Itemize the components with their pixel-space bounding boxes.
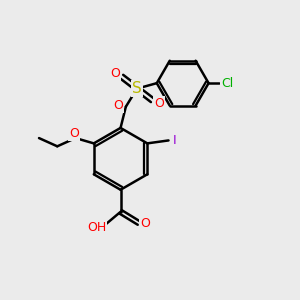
Text: S: S [132, 81, 142, 96]
Text: O: O [110, 67, 120, 80]
Text: I: I [173, 134, 177, 147]
Text: O: O [69, 127, 79, 140]
Text: Cl: Cl [221, 77, 233, 90]
Text: O: O [154, 97, 164, 110]
Text: O: O [140, 217, 150, 230]
Text: O: O [114, 99, 123, 112]
Text: OH: OH [87, 221, 106, 234]
